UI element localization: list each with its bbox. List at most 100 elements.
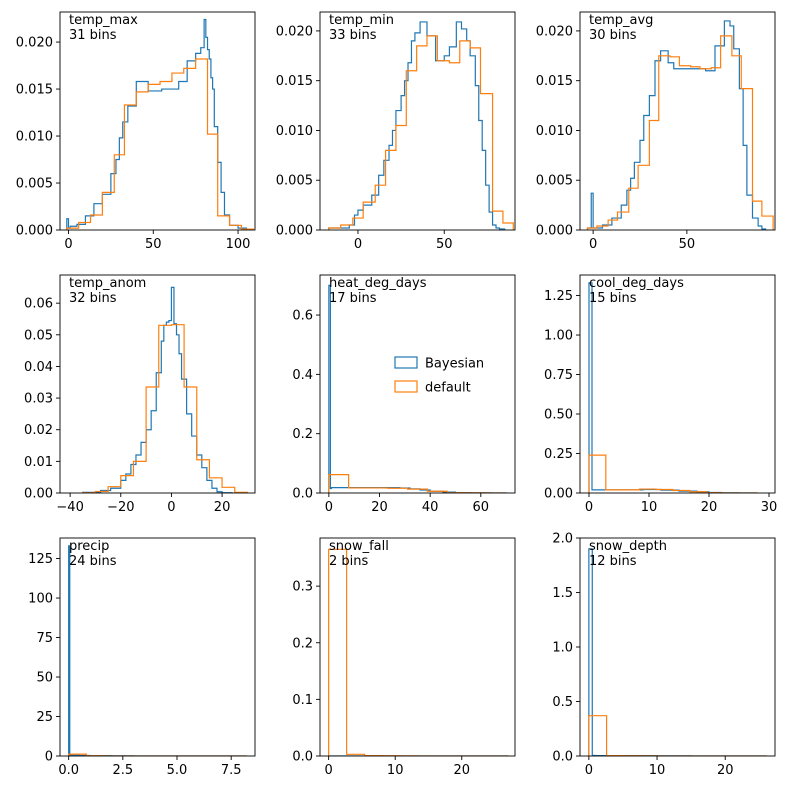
histogram-step-bayesian xyxy=(588,548,767,756)
bin-count-annotation: 17 bins xyxy=(329,291,377,306)
axes-frame xyxy=(579,11,776,231)
x-tick-label: 7.5 xyxy=(221,763,242,778)
y-tick-label: 0.000 xyxy=(276,224,313,239)
y-tick-label: 0.000 xyxy=(536,224,573,239)
x-tick-label: 100 xyxy=(226,237,251,252)
y-tick-label: 75 xyxy=(36,631,53,646)
axes-frame xyxy=(59,11,256,231)
x-tick-label: 20 xyxy=(717,763,734,778)
y-tick-label: 0.25 xyxy=(544,447,573,462)
x-tick-label: 20 xyxy=(453,763,470,778)
histogram-step-default xyxy=(66,58,254,230)
panel-cool_deg_days: 0 10 20 30 0.00 0.25 0.50 0.75 1.00 1.25 cool_deg_… xyxy=(544,274,778,515)
bin-count-annotation: 2 bins xyxy=(329,554,369,569)
y-tick-label: 0.015 xyxy=(536,74,573,89)
x-tick-label: 0 xyxy=(325,763,333,778)
x-tick-label: 50 xyxy=(145,237,162,252)
legend-label-bayesian: Bayesian xyxy=(425,357,484,372)
y-tick-label: 1.25 xyxy=(544,289,573,304)
y-tick-label: 0 xyxy=(45,750,53,765)
panel-title-annotation: precip xyxy=(69,539,109,554)
x-tick-label: 40 xyxy=(422,500,439,515)
y-tick-label: 0.5 xyxy=(552,695,573,710)
axes-frame xyxy=(319,537,516,757)
y-tick-label: 0.06 xyxy=(24,297,53,312)
x-tick-label: 10 xyxy=(649,763,666,778)
y-tick-label: 0.04 xyxy=(24,360,53,375)
y-tick-label: 0.010 xyxy=(16,130,53,145)
panel-title-annotation: snow_depth xyxy=(589,539,667,554)
y-tick-label: 2.0 xyxy=(552,532,573,547)
histogram-step-default xyxy=(82,324,248,493)
y-tick-label: 0.02 xyxy=(24,423,53,438)
bin-count-annotation: 15 bins xyxy=(589,291,637,306)
x-tick-label: 20 xyxy=(214,500,231,515)
y-tick-label: 0.0 xyxy=(292,487,313,502)
panel-title-annotation: heat_deg_days xyxy=(329,276,427,291)
legend-label-default: default xyxy=(425,381,471,396)
histogram-step-default xyxy=(588,454,758,493)
y-tick-label: 125 xyxy=(28,552,53,567)
histogram-step-bayesian xyxy=(586,20,767,230)
x-tick-label: 10 xyxy=(387,763,404,778)
bin-count-annotation: 12 bins xyxy=(589,554,637,569)
y-tick-label: 0.75 xyxy=(544,368,573,383)
panel-title-annotation: temp_anom xyxy=(69,276,146,291)
x-tick-label: 20 xyxy=(371,500,388,515)
histogram-step-default xyxy=(328,474,507,493)
x-tick-label: 5.0 xyxy=(167,763,188,778)
x-tick-label: −20 xyxy=(107,500,134,515)
y-tick-label: 0.005 xyxy=(276,174,313,189)
bin-count-annotation: 31 bins xyxy=(69,28,117,43)
y-tick-label: 0.4 xyxy=(292,368,313,383)
histogram-step-bayesian xyxy=(588,282,758,493)
x-tick-label: 10 xyxy=(641,500,658,515)
x-tick-label: 0 xyxy=(167,500,175,515)
bin-count-annotation: 32 bins xyxy=(69,291,117,306)
y-tick-label: 0.0 xyxy=(292,750,313,765)
panel-temp_max: 0 50 100 0.000 0.005 0.010 0.015 0.020 temp_max3… xyxy=(16,11,256,252)
histogram-step-default xyxy=(328,548,509,756)
x-tick-label: 0 xyxy=(585,763,593,778)
x-tick-label: 50 xyxy=(436,237,453,252)
axes-frame xyxy=(579,537,776,757)
y-tick-label: 0.010 xyxy=(536,124,573,139)
y-tick-label: 0.3 xyxy=(292,580,313,595)
x-tick-label: −40 xyxy=(56,500,83,515)
x-tick-label: 20 xyxy=(701,500,718,515)
histogram-step-bayesian xyxy=(68,545,247,756)
x-tick-label: 0 xyxy=(589,237,597,252)
y-tick-label: 0.01 xyxy=(24,455,53,470)
y-tick-label: 25 xyxy=(36,710,53,725)
y-tick-label: 0.015 xyxy=(276,74,313,89)
y-tick-label: 0.05 xyxy=(24,328,53,343)
y-tick-label: 0.010 xyxy=(276,124,313,139)
histogram-step-bayesian xyxy=(328,21,506,230)
y-tick-label: 0.00 xyxy=(24,487,53,502)
bin-count-annotation: 30 bins xyxy=(589,28,637,43)
y-tick-label: 0.015 xyxy=(16,83,53,98)
x-tick-label: 0 xyxy=(64,237,72,252)
y-tick-label: 0.03 xyxy=(24,392,53,407)
histogram-step-bayesian xyxy=(82,286,233,493)
y-tick-label: 0.6 xyxy=(292,309,313,324)
x-tick-label: 0 xyxy=(325,500,333,515)
axes-frame xyxy=(59,274,256,494)
panel-temp_anom: −40 −20 0 20 0.00 0.01 0.02 0.03 0.04 0.05 0.06 tem… xyxy=(24,274,256,515)
panel-title-annotation: snow_fall xyxy=(329,539,389,554)
x-tick-label: 60 xyxy=(473,500,490,515)
legend-swatch-bayesian xyxy=(394,356,418,369)
histogram-step-bayesian xyxy=(66,18,248,230)
axes-frame xyxy=(59,537,256,757)
y-tick-label: 0.020 xyxy=(276,24,313,39)
x-tick-label: 0 xyxy=(354,237,362,252)
histogram-step-default xyxy=(328,35,514,230)
y-tick-label: 1.00 xyxy=(544,329,573,344)
legend-swatch-default xyxy=(394,380,418,393)
y-tick-label: 0.2 xyxy=(292,636,313,651)
x-tick-label: 0.0 xyxy=(58,763,79,778)
x-tick-label: 30 xyxy=(761,500,778,515)
